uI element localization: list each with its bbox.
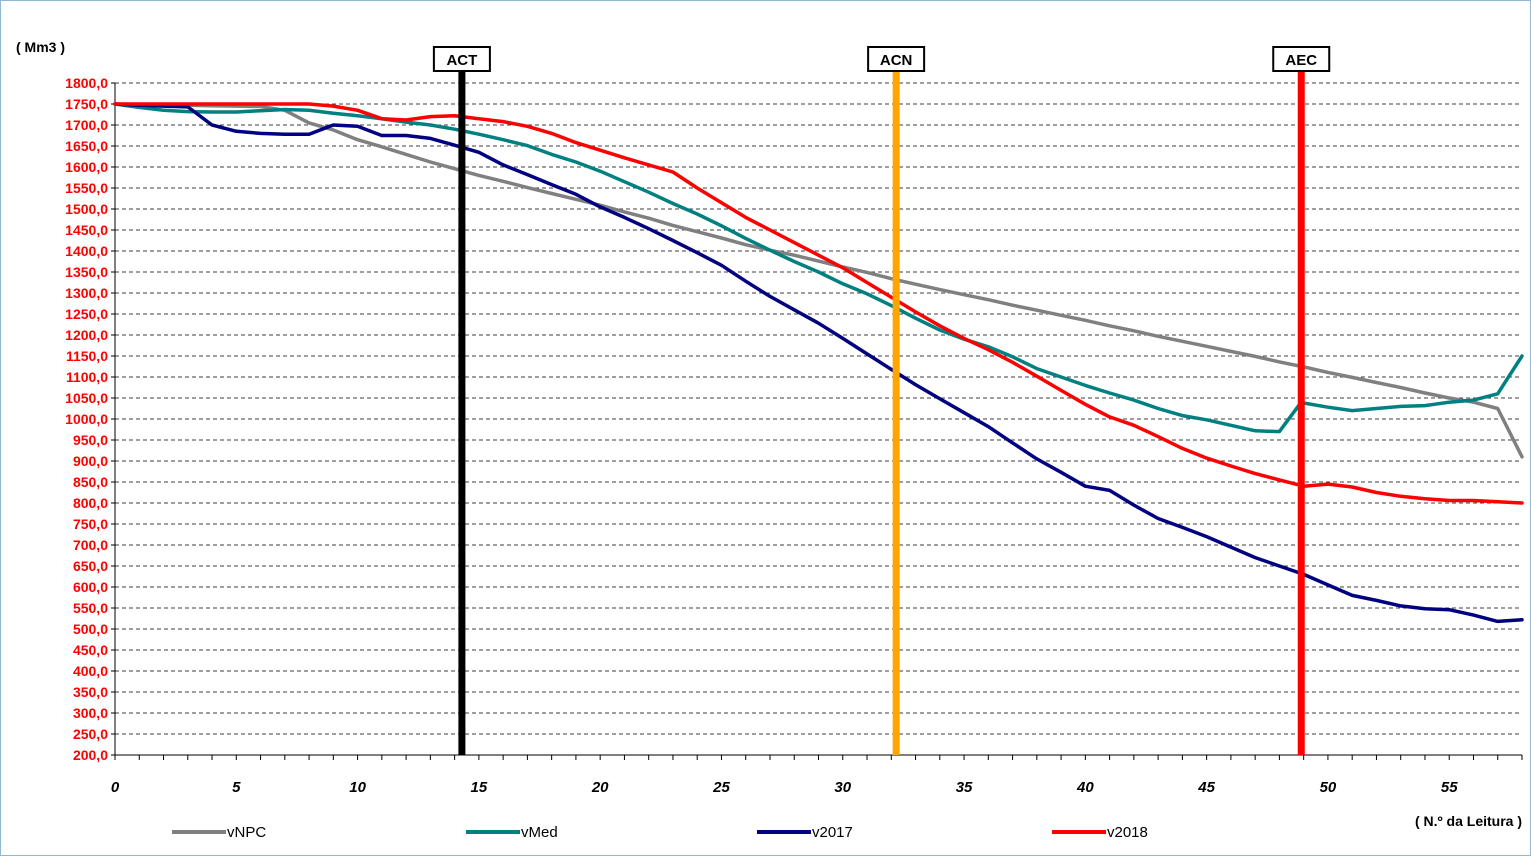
y-tick-label: 1600,0 [65, 159, 108, 175]
marker-box-aec [1272, 46, 1331, 72]
axis-layer: 200,0 250,0 300,0 350,0 400,0 450,0 500,0 550,0… [65, 75, 1523, 796]
y-tick-label: 1350,0 [65, 264, 108, 280]
x-tick-label: 55 [1441, 779, 1458, 796]
y-tick-label: 1450,0 [65, 222, 108, 238]
x-tick-label: 20 [591, 779, 609, 796]
y-tick-label: 600,0 [73, 579, 108, 595]
y-tick-label: 700,0 [73, 537, 108, 553]
y-tick-label: 450,0 [73, 642, 108, 658]
series-line-vNPC [113, 102, 1524, 459]
x-tick-label: 40 [1076, 779, 1094, 796]
x-tick-label: 10 [349, 779, 366, 796]
x-tick-label: 50 [1320, 779, 1337, 796]
y-tick-label: 650,0 [73, 558, 108, 574]
x-tick-label: 0 [111, 779, 120, 796]
y-tick-label: 550,0 [73, 600, 108, 616]
series-line-v2018 [113, 102, 1524, 505]
x-tick-label: 30 [834, 779, 851, 796]
series-layer [113, 102, 1524, 624]
marker-box-act [432, 46, 491, 72]
marker-box-acn [867, 46, 926, 72]
grid-layer [115, 82, 1522, 735]
x-axis-title: ( N.º da Leitura ) [1415, 813, 1522, 829]
y-tick-label: 1150,0 [66, 348, 108, 364]
y-tick-label: 1700,0 [65, 117, 108, 133]
y-tick-label: 1100,0 [66, 369, 108, 385]
y-tick-label: 200,0 [73, 747, 108, 763]
x-tick-label: 15 [471, 779, 488, 796]
y-tick-label: 1550,0 [65, 180, 108, 196]
marker-label-acn: ACN [880, 52, 913, 69]
legend: vNPC vMed v2017 v2018 [172, 824, 1148, 841]
legend-label-vMed: vMed [521, 824, 558, 841]
y-tick-label: 250,0 [73, 726, 108, 742]
y-tick-label: 1650,0 [65, 138, 108, 154]
marker-label-act: ACT [446, 52, 477, 69]
marker-layer: ACT ACN AEC [432, 46, 1331, 755]
y-tick-label: 800,0 [73, 495, 108, 511]
y-tick-label: 1250,0 [65, 306, 108, 322]
y-tick-label: 400,0 [73, 663, 108, 679]
x-tick-label: 25 [712, 779, 730, 796]
series-line-vMed [113, 102, 1524, 434]
y-tick-label: 950,0 [73, 432, 108, 448]
y-tick-label: 1500,0 [65, 201, 108, 217]
y-tick-label: 1750,0 [65, 96, 108, 112]
legend-label-v2017: v2017 [812, 824, 853, 841]
series-line-v2017 [113, 102, 1524, 624]
y-tick-label: 900,0 [73, 453, 108, 469]
y-tick-label: 850,0 [73, 474, 108, 490]
y-tick-label: 750,0 [73, 516, 108, 532]
y-tick-label: 300,0 [73, 705, 108, 721]
y-tick-label: 1050,0 [65, 390, 108, 406]
legend-label-v2018: v2018 [1107, 824, 1148, 841]
y-tick-label: 1300,0 [65, 285, 108, 301]
y-axis-title: ( Mm3 ) [16, 39, 65, 55]
y-tick-label: 350,0 [73, 684, 108, 700]
y-tick-label: 500,0 [73, 621, 108, 637]
x-tick-label: 35 [956, 779, 973, 796]
y-tick-label: 1800,0 [65, 75, 108, 91]
legend-label-vNPC: vNPC [227, 824, 266, 841]
x-tick-label: 5 [232, 779, 241, 796]
y-tick-label: 1400,0 [65, 243, 108, 259]
x-tick-label: 45 [1197, 779, 1215, 796]
y-tick-label: 1200,0 [65, 327, 108, 343]
marker-label-aec: AEC [1285, 52, 1317, 69]
y-tick-label: 1000,0 [65, 411, 108, 427]
